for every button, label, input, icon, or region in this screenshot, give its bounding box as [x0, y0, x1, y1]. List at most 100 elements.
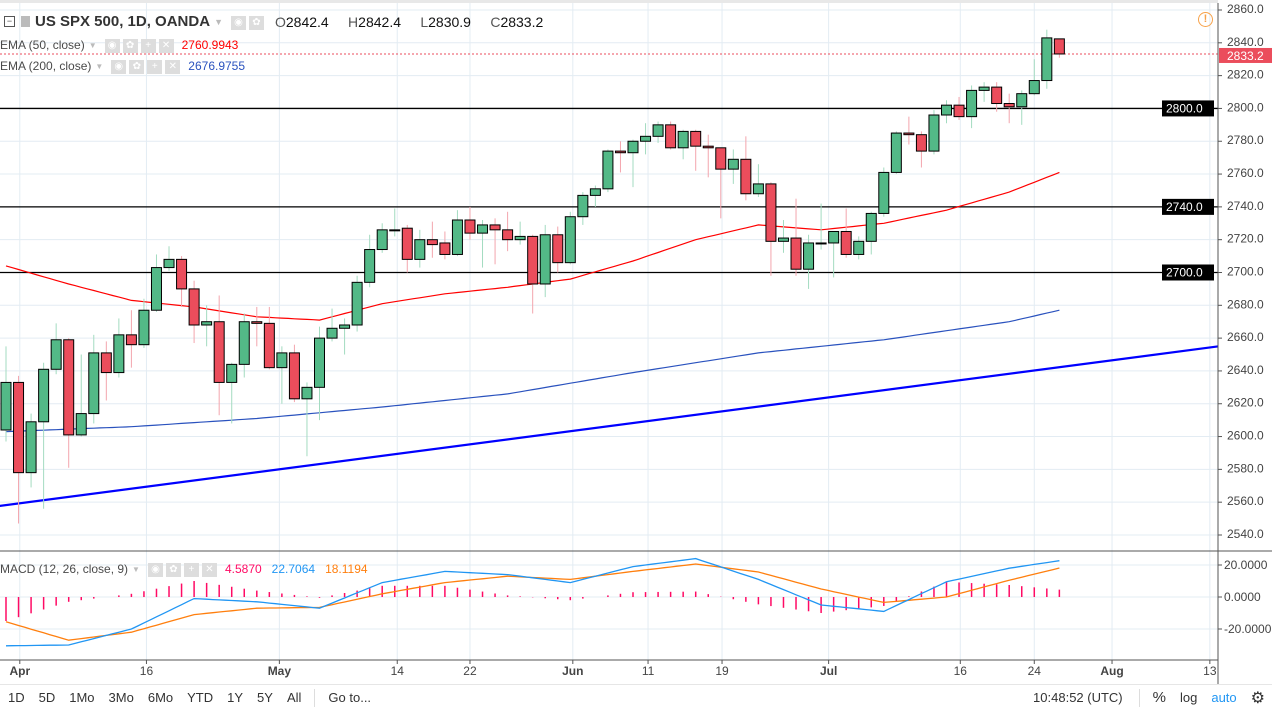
level-price-box — [1162, 198, 1214, 215]
price-tick-label: 2580.0 — [1227, 461, 1264, 475]
candle-body — [138, 309, 150, 346]
settings-gear-icon[interactable]: ⚙ — [1250, 689, 1265, 707]
gear-icon[interactable]: ✿ — [165, 563, 181, 577]
candle-body — [752, 183, 764, 195]
price-tick-label: 2680.0 — [1227, 297, 1264, 311]
low-value: 2830.9 — [428, 13, 471, 30]
range-1d[interactable]: 1D — [8, 690, 25, 705]
last-price-label: 2833.2 — [1227, 49, 1264, 63]
candle-body — [251, 321, 263, 324]
log-toggle[interactable]: log — [1179, 690, 1198, 705]
candle-body — [50, 339, 62, 370]
level-price-label: 2700.0 — [1166, 265, 1203, 279]
plus-icon[interactable]: + — [147, 60, 163, 74]
close-icon[interactable]: ✕ — [158, 39, 174, 53]
divider — [314, 688, 316, 707]
percent-toggle[interactable]: % — [1152, 689, 1166, 706]
open-value: 2842.4 — [285, 13, 329, 30]
candle-body — [690, 130, 702, 147]
candle-body — [1041, 37, 1053, 82]
dropdown-icon[interactable]: ▼ — [95, 61, 104, 71]
time-tick-label: 19 — [715, 664, 729, 678]
macd-hist-value: 4.5870 — [224, 562, 262, 576]
candle-body — [502, 229, 514, 241]
collapse-icon[interactable]: − — [4, 16, 15, 27]
plus-icon[interactable]: + — [140, 39, 156, 53]
candle-body — [13, 381, 25, 474]
candle-body — [364, 249, 376, 283]
candle-body — [614, 150, 626, 154]
dropdown-icon[interactable]: ▼ — [88, 40, 97, 50]
close-icon[interactable]: ✕ — [201, 563, 217, 577]
candle-body — [88, 352, 100, 415]
candle-body — [376, 229, 388, 251]
candle-body — [401, 227, 413, 260]
gear-icon[interactable]: ✿ — [129, 60, 145, 74]
level-price-label: 2800.0 — [1166, 101, 1203, 115]
ema200-label[interactable]: EMA (200, close) — [0, 59, 92, 73]
macd-tick-label: 0.0000 — [1224, 590, 1261, 604]
candle-body — [828, 230, 840, 244]
range-5y[interactable]: 5Y — [257, 690, 273, 705]
ema200-value: 2676.9755 — [188, 59, 246, 73]
macd-signal-value: 18.1194 — [325, 562, 368, 576]
candle-body — [878, 171, 890, 214]
last-price-box — [1219, 47, 1272, 63]
eye-icon[interactable]: ◉ — [147, 563, 163, 577]
candle-body — [815, 242, 827, 245]
candle-body — [339, 324, 351, 329]
candle-body — [226, 363, 238, 383]
close-icon[interactable]: ✕ — [165, 60, 181, 74]
macd-value: 22.7064 — [271, 562, 316, 576]
candle-body — [953, 104, 965, 118]
candle-body — [589, 188, 601, 196]
candle-body — [915, 134, 927, 152]
candle-body — [288, 352, 300, 400]
candle-body — [966, 89, 978, 118]
eye-icon[interactable]: ◉ — [104, 39, 120, 53]
auto-toggle[interactable]: auto — [1211, 690, 1237, 705]
range-1mo[interactable]: 1Mo — [69, 690, 95, 705]
candle-body — [677, 130, 689, 149]
ema200-line — [5, 309, 1060, 433]
chart-canvas[interactable]: 2540.0 2560.0 2580.0 2600.0 2620.0 2640.0 2660… — [0, 0, 1272, 684]
candle-body — [991, 86, 1003, 105]
candle-body — [1003, 103, 1015, 108]
time-tick-label: 13 — [1203, 664, 1217, 678]
level-price-box — [1162, 264, 1214, 281]
ema50-value: 2760.9943 — [181, 38, 239, 52]
time-tick-label: 22 — [463, 664, 477, 678]
gear-icon[interactable]: ✿ — [122, 39, 138, 53]
candle-body — [150, 267, 162, 311]
candle-body — [188, 288, 200, 326]
plus-icon[interactable]: + — [183, 563, 199, 577]
time-tick-label: 16 — [140, 664, 154, 678]
candle-body — [426, 239, 438, 246]
range-ytd[interactable]: YTD — [187, 690, 214, 705]
candle-body — [652, 124, 664, 137]
gear-icon[interactable]: ✿ — [248, 15, 264, 30]
ema50-label[interactable]: EMA (50, close) — [0, 38, 85, 52]
dropdown-icon[interactable]: ▼ — [214, 16, 223, 27]
symbol-title[interactable]: US SPX 500, 1D, OANDA — [35, 13, 211, 30]
goto-button[interactable]: Go to... — [328, 690, 372, 705]
macd-line — [5, 557, 1060, 647]
candle-body — [627, 140, 639, 154]
dropdown-icon[interactable]: ▼ — [132, 564, 140, 574]
eye-icon[interactable]: ◉ — [111, 60, 127, 74]
eye-icon[interactable]: ◉ — [230, 15, 246, 30]
price-tick-label: 2620.0 — [1227, 396, 1264, 410]
price-tick-label: 2820.0 — [1227, 68, 1264, 82]
macd-legend: MACD (12, 26, close, 9) ▼ ◉ ✿ + ✕ 4.5870 22… — [0, 561, 368, 577]
range-5d[interactable]: 5D — [38, 690, 56, 705]
candle-body — [326, 327, 338, 339]
warning-icon[interactable]: ! — [1198, 12, 1213, 27]
candle-body — [125, 334, 137, 346]
macd-label[interactable]: MACD (12, 26, close, 9) — [0, 562, 129, 576]
range-all[interactable]: All — [286, 690, 302, 705]
time-tick-label: Jul — [820, 664, 837, 678]
range-6mo[interactable]: 6Mo — [147, 690, 174, 705]
range-3mo[interactable]: 3Mo — [108, 690, 134, 705]
ema50-legend: EMA (50, close) ▼ ◉ ✿ + ✕ 2760.9943 — [0, 37, 238, 53]
range-1y[interactable]: 1Y — [227, 690, 244, 705]
